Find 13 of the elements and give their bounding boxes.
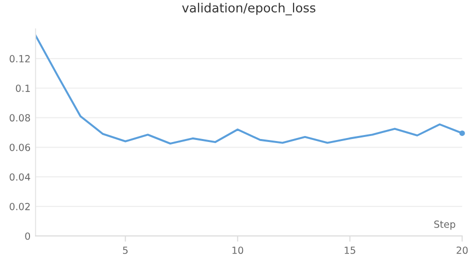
- y-tick-label: 0.08: [10, 114, 30, 122]
- x-tick-label: 10: [232, 246, 244, 254]
- x-tick-label: 20: [456, 246, 468, 254]
- y-tick-label: 0.04: [10, 173, 30, 181]
- y-tick-label: 0.06: [10, 144, 30, 152]
- chart-title: validation/epoch_loss: [182, 2, 316, 16]
- x-tick-label: 5: [123, 246, 128, 254]
- y-tick-label: 0.1: [16, 84, 30, 92]
- y-tick-label: 0.12: [10, 55, 30, 62]
- x-axis-title: Step: [434, 220, 456, 230]
- y-tick-label: 0: [25, 232, 30, 240]
- y-tick-label: 0.02: [10, 202, 30, 210]
- x-tick-label: 15: [344, 246, 356, 254]
